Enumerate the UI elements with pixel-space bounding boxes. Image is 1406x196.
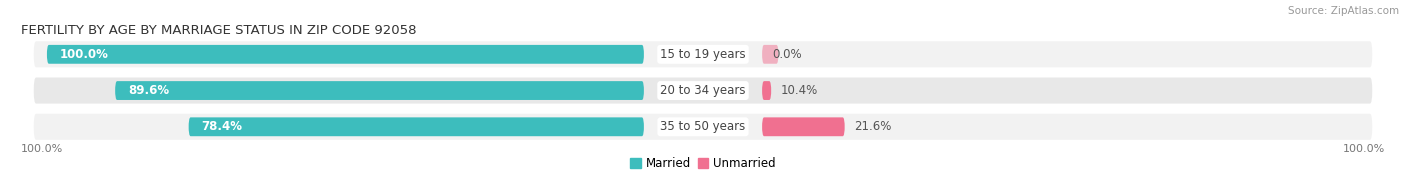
- Legend: Married, Unmarried: Married, Unmarried: [630, 157, 776, 170]
- FancyBboxPatch shape: [762, 81, 772, 100]
- FancyBboxPatch shape: [762, 45, 779, 64]
- FancyBboxPatch shape: [188, 117, 644, 136]
- FancyBboxPatch shape: [34, 41, 1372, 67]
- Text: 100.0%: 100.0%: [60, 48, 108, 61]
- Text: 89.6%: 89.6%: [128, 84, 169, 97]
- Text: 100.0%: 100.0%: [21, 143, 63, 153]
- Text: 0.0%: 0.0%: [772, 48, 801, 61]
- FancyBboxPatch shape: [762, 117, 845, 136]
- Text: 35 to 50 years: 35 to 50 years: [661, 120, 745, 133]
- FancyBboxPatch shape: [34, 77, 1372, 104]
- Text: 78.4%: 78.4%: [201, 120, 243, 133]
- Text: 15 to 19 years: 15 to 19 years: [661, 48, 745, 61]
- Text: 10.4%: 10.4%: [782, 84, 818, 97]
- Text: FERTILITY BY AGE BY MARRIAGE STATUS IN ZIP CODE 92058: FERTILITY BY AGE BY MARRIAGE STATUS IN Z…: [21, 24, 416, 37]
- FancyBboxPatch shape: [46, 45, 644, 64]
- FancyBboxPatch shape: [34, 114, 1372, 140]
- Text: 20 to 34 years: 20 to 34 years: [661, 84, 745, 97]
- Text: 100.0%: 100.0%: [1343, 143, 1385, 153]
- FancyBboxPatch shape: [115, 81, 644, 100]
- Text: 21.6%: 21.6%: [855, 120, 891, 133]
- Text: Source: ZipAtlas.com: Source: ZipAtlas.com: [1288, 6, 1399, 16]
